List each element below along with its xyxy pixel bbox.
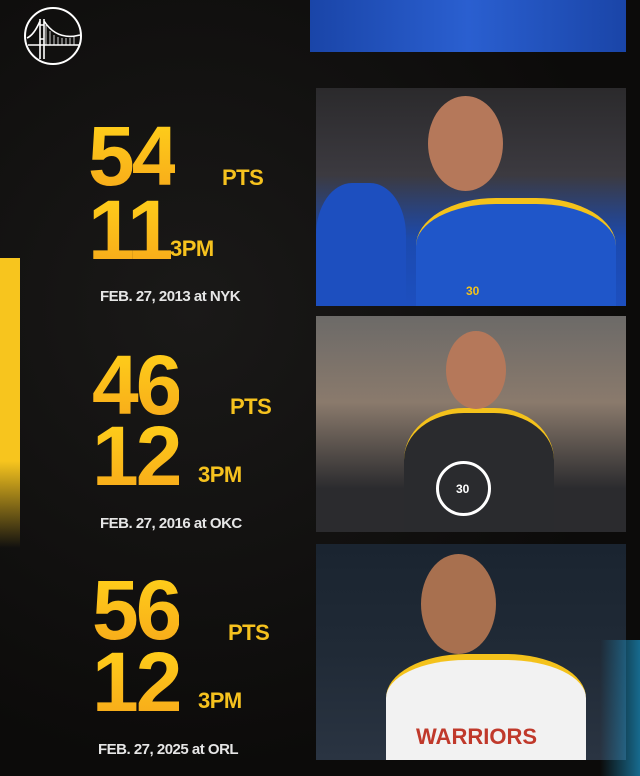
warriors-bridge-logo: [24, 7, 82, 65]
threes-value: 11: [88, 183, 174, 277]
threes-unit: 3PM: [170, 236, 214, 261]
points-unit: PTS: [228, 620, 270, 645]
photo-strip-top: [310, 0, 626, 52]
jersey-text: WARRIORS: [416, 724, 537, 749]
points-unit: PTS: [222, 165, 264, 190]
points-value: 46: [92, 338, 182, 432]
accent-stripe: [0, 258, 20, 548]
points-value: 54: [88, 109, 178, 203]
threes-value: 12: [92, 635, 182, 729]
photo-2013: 30: [316, 88, 626, 306]
threes-unit: 3PM: [198, 688, 242, 713]
game-date: FEB. 27, 2013 at NYK: [100, 288, 241, 305]
points-value: 56: [92, 563, 182, 657]
edge-glow: [600, 640, 640, 776]
jersey-number: 30: [456, 482, 470, 496]
jersey-number: 30: [466, 284, 480, 298]
threes-unit: 3PM: [198, 462, 242, 487]
game-date: FEB. 27, 2016 at OKC: [100, 515, 242, 532]
photo-2025: WARRIORS: [316, 544, 626, 760]
points-unit: PTS: [230, 394, 272, 419]
game-date: FEB. 27, 2025 at ORL: [98, 741, 239, 758]
threes-value: 12: [92, 409, 182, 503]
photo-2016: 30: [316, 316, 626, 532]
